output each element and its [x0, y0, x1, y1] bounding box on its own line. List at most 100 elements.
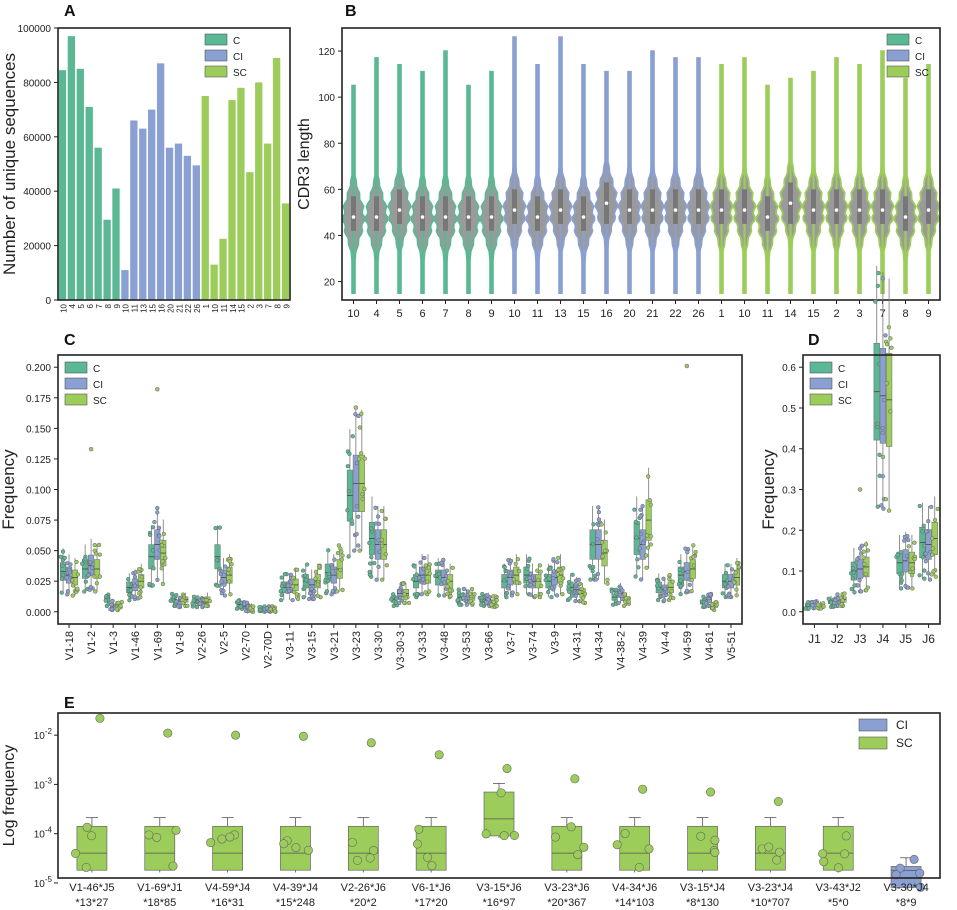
legend-label-sc: SC — [896, 736, 913, 750]
data-point — [880, 430, 885, 435]
box-sc-V5-51 — [732, 557, 741, 598]
x-tick-label: 10 — [508, 308, 520, 320]
data-point — [902, 534, 907, 540]
data-point — [670, 579, 675, 584]
box-sc-V4-39*J4 — [279, 731, 313, 873]
violin-c-7 — [433, 50, 458, 294]
violin-median — [650, 208, 655, 212]
data-point — [60, 549, 66, 554]
box-ci-V3-15 — [306, 569, 317, 602]
data-point — [169, 591, 175, 597]
data-point — [367, 540, 372, 546]
data-point — [566, 579, 572, 585]
data-point — [566, 822, 576, 832]
data-point — [168, 598, 173, 603]
violin-ci-26 — [686, 57, 711, 294]
data-point — [509, 831, 519, 841]
data-point — [228, 592, 233, 597]
violin-median — [604, 201, 609, 205]
data-point — [833, 598, 838, 603]
data-point — [886, 508, 892, 513]
data-point — [732, 580, 737, 585]
data-point — [616, 600, 621, 606]
x-tick-label: V3-30 — [373, 631, 385, 660]
violin-median — [351, 215, 356, 219]
violin-median — [443, 215, 448, 219]
legend-label-ci: CI — [93, 380, 103, 391]
bar-ci-13 — [139, 128, 147, 300]
data-point — [339, 549, 344, 554]
x-tick-label: V3-15 — [307, 631, 319, 660]
box-sc-V1-8 — [180, 592, 190, 609]
y-tick-label: 20 — [324, 278, 336, 289]
data-point — [377, 549, 382, 554]
data-point — [325, 578, 331, 584]
legend-label-sc: SC — [838, 396, 852, 407]
x-tick-label: 7 — [442, 308, 448, 320]
violin-iqr — [558, 189, 563, 224]
data-point — [417, 575, 422, 580]
data-point — [549, 594, 554, 600]
x-tick-label: 20 — [623, 308, 635, 320]
data-point — [70, 583, 76, 588]
y-axis-label: Number of unique sequences — [0, 53, 19, 275]
violin-median — [788, 201, 793, 205]
data-point — [612, 840, 622, 850]
y-tick-label: 0.1 — [782, 567, 796, 578]
data-point — [226, 579, 232, 584]
data-point — [156, 525, 162, 530]
data-point — [677, 567, 682, 572]
data-point — [566, 584, 571, 589]
box-ci-V3-23 — [351, 409, 361, 553]
data-point — [684, 588, 690, 594]
data-point — [345, 508, 350, 513]
legend-swatch-ci — [858, 718, 888, 732]
y-axis-label: Frequency — [759, 449, 778, 530]
x-tick-label: V4-38-2 — [616, 631, 628, 670]
data-point — [197, 601, 203, 606]
legend-label-c: C — [233, 36, 240, 47]
data-point — [561, 566, 566, 571]
data-point — [609, 589, 614, 594]
bar-sc-10 — [210, 264, 218, 300]
data-point — [480, 591, 485, 597]
data-point — [861, 549, 866, 554]
x-tick-label: 14 — [229, 303, 238, 312]
data-point — [723, 570, 729, 576]
data-point — [573, 850, 583, 860]
bar-ci-20 — [165, 147, 174, 300]
x-tick-label: V2-26*J6 — [341, 882, 386, 894]
data-point — [551, 569, 557, 574]
data-point — [663, 586, 668, 591]
x-tick-label: V3-74 — [527, 631, 539, 660]
box-sc-V3-23 — [356, 409, 367, 553]
data-point — [150, 525, 156, 530]
box-sc-V4-61 — [709, 599, 719, 613]
violin-median — [397, 208, 402, 212]
data-point — [436, 593, 441, 598]
data-point — [496, 788, 506, 798]
data-point — [861, 555, 866, 560]
violin-iqr — [765, 196, 770, 231]
x-tick-label: 14 — [784, 308, 796, 320]
data-point — [549, 585, 555, 590]
x-tick-sublabel: *16*97 — [482, 897, 515, 909]
data-point — [116, 600, 121, 605]
data-point — [591, 522, 596, 527]
data-point — [888, 409, 893, 414]
data-point — [815, 602, 821, 607]
data-point — [710, 602, 715, 607]
violin-ci-11 — [525, 64, 550, 294]
legend-swatch-sc — [204, 65, 228, 78]
data-point — [180, 601, 185, 606]
data-point — [693, 549, 698, 555]
data-point — [356, 456, 362, 461]
data-point — [595, 537, 600, 542]
data-point — [382, 516, 388, 521]
data-point — [560, 576, 566, 581]
violin-ci-10 — [502, 36, 527, 294]
data-point — [862, 561, 867, 567]
data-point — [295, 596, 301, 602]
x-tick-label: V1-18 — [64, 631, 76, 660]
x-tick-label: V3-66 — [483, 631, 495, 660]
